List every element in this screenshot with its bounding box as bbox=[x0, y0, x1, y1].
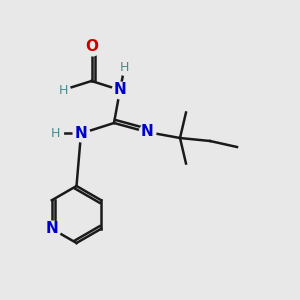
Text: H: H bbox=[51, 127, 60, 140]
Text: O: O bbox=[85, 39, 98, 54]
Text: N: N bbox=[75, 126, 87, 141]
Text: N: N bbox=[141, 124, 153, 140]
Text: N: N bbox=[45, 221, 58, 236]
Text: H: H bbox=[58, 83, 68, 97]
Text: H: H bbox=[120, 61, 129, 74]
Text: N: N bbox=[114, 82, 126, 98]
